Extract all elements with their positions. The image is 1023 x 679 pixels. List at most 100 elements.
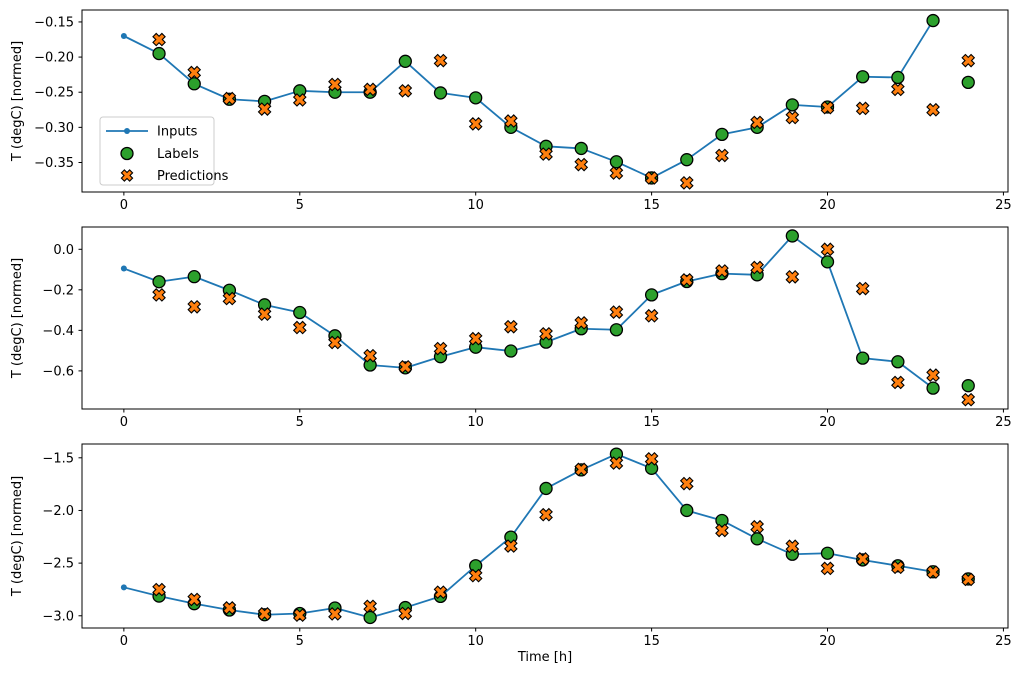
y-tick-label: −0.2 (42, 283, 74, 298)
predictions-point (609, 456, 624, 470)
predictions-point (328, 77, 342, 92)
predictions-point (222, 91, 237, 106)
predictions-point (891, 375, 905, 390)
predictions-point (961, 53, 976, 68)
x-tick-label: 15 (643, 415, 660, 430)
x-tick-label: 10 (467, 198, 484, 213)
y-axis-label: T (degC) [normed] (10, 41, 25, 162)
legend-item-predictions: Predictions (120, 169, 229, 184)
predictions-point (855, 552, 870, 566)
labels-point (504, 344, 518, 358)
x-tick-label: 15 (643, 634, 660, 649)
labels-point (961, 75, 975, 90)
predictions-point (433, 585, 448, 600)
predictions-point (644, 171, 659, 185)
predictions-point (926, 102, 940, 117)
predictions-point (820, 561, 835, 576)
predictions-point (609, 305, 624, 319)
labels-point (820, 546, 835, 560)
inputs-point (120, 265, 127, 272)
axes-frame (81, 9, 1009, 193)
x-tick-label: 0 (120, 634, 128, 649)
predictions-point (539, 147, 553, 161)
predictions-point (785, 539, 800, 554)
predictions-point (574, 462, 589, 477)
predictions-point (820, 100, 835, 115)
labels-point (891, 70, 905, 85)
labels-point (469, 91, 483, 105)
predictions-point (715, 264, 729, 278)
predictions-point (433, 341, 448, 356)
labels-point (856, 351, 870, 365)
predictions-point (152, 288, 166, 302)
labels-point (539, 481, 553, 496)
y-tick-label: −2.0 (42, 504, 74, 519)
predictions-point (363, 348, 377, 363)
labels-point (680, 153, 694, 167)
x-tick-label: 5 (296, 415, 304, 430)
labels-point (961, 379, 975, 393)
labels-point (785, 98, 799, 112)
labels-point (644, 288, 659, 302)
x-tick-label: 0 (120, 415, 128, 430)
predictions-point (363, 82, 377, 97)
predictions-point (398, 83, 413, 98)
predictions-point (679, 476, 694, 491)
predictions-point (855, 281, 870, 296)
x-tick-label: 0 (120, 198, 128, 213)
labels-point (609, 155, 624, 169)
y-tick-label: −1.5 (42, 451, 74, 466)
predictions-point (187, 65, 202, 80)
legend-label: Predictions (157, 169, 229, 184)
labels-point (891, 355, 905, 369)
predictions-point (679, 273, 694, 287)
predictions-point (398, 359, 413, 374)
predictions-point (539, 507, 553, 522)
legend-box (99, 116, 215, 186)
x-axis-label: Time [h] (517, 650, 572, 665)
labels-point (715, 513, 729, 528)
predictions-point (152, 32, 166, 47)
legend-item-labels: Labels (120, 146, 199, 162)
y-tick-label: −0.4 (42, 324, 74, 339)
predictions-point (328, 607, 342, 621)
predictions-point (468, 331, 483, 346)
y-tick-label: −0.25 (34, 86, 74, 101)
axes-frame (81, 443, 1009, 629)
predictions-point (257, 102, 272, 116)
legend-label: Labels (157, 147, 199, 162)
legend-predictions-marker-sample (120, 169, 134, 182)
predictions-point (644, 451, 659, 466)
x-tick-label: 10 (467, 634, 484, 649)
labels-point (398, 54, 412, 68)
predictions-point (820, 242, 835, 257)
predictions-point (715, 148, 729, 163)
predictions-point (187, 592, 202, 607)
predictions-point (750, 519, 765, 534)
x-tick-label: 20 (819, 634, 836, 649)
predictions-point (926, 565, 940, 579)
predictions-point (257, 307, 272, 322)
labels-point (152, 46, 166, 61)
predictions-point (504, 539, 518, 553)
predictions-point (504, 114, 518, 128)
subplot-1: 0 5 10 15 20 25 −0.15 −0.20 −0.25 −0.30 −0.35 T (de… (10, 9, 1012, 213)
predictions-point (574, 316, 589, 330)
predictions-point (363, 599, 377, 614)
labels-point (574, 141, 588, 156)
predictions-point (222, 291, 237, 306)
predictions-point (679, 176, 694, 190)
legend-labels-marker-sample (120, 146, 134, 161)
y-tick-label: −0.30 (34, 121, 74, 136)
axes-frame (81, 226, 1009, 410)
predictions-point (468, 568, 483, 583)
inputs-line (123, 453, 934, 619)
predictions-point (926, 368, 940, 383)
predictions-point (609, 166, 624, 180)
y-tick-label: −2.5 (42, 557, 74, 572)
labels-point (152, 275, 166, 289)
legend: Inputs Labels Predictions (99, 116, 229, 186)
predictions-point (715, 523, 729, 538)
predictions-point (257, 607, 272, 621)
